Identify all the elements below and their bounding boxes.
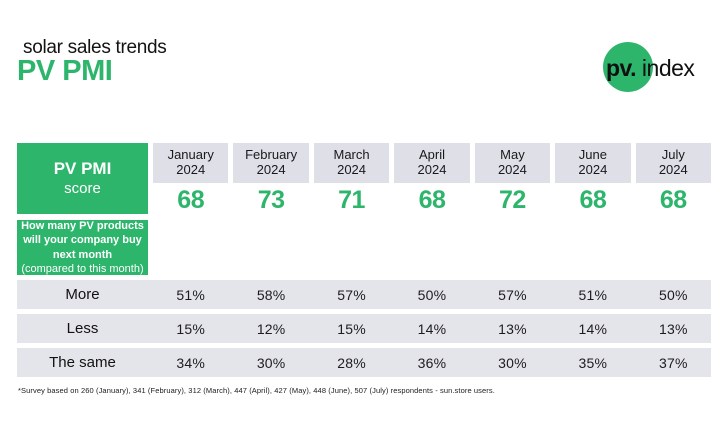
month-header-july: July 2024 xyxy=(635,143,711,183)
month-year: 2024 xyxy=(578,162,608,177)
value-less-july: 13% xyxy=(658,320,688,337)
value-less-april: 14% xyxy=(417,320,447,337)
pmi-score-april: 68 xyxy=(418,185,446,214)
month-year: 2024 xyxy=(417,162,447,177)
value-less-may: 13% xyxy=(498,320,527,337)
value-less-march: 15% xyxy=(337,320,366,337)
month-header-march: March 2024 xyxy=(313,143,390,183)
row-label: The same xyxy=(49,354,116,371)
pmi-score-label-bold: PV PMI xyxy=(53,159,112,179)
month-year: 2024 xyxy=(176,162,206,177)
month-name: July xyxy=(661,147,685,163)
value-less-january: 15% xyxy=(176,320,206,337)
pmi-score-june: 68 xyxy=(579,185,607,214)
value-more-july: 50% xyxy=(658,286,688,303)
pv-index-logo: pv. index xyxy=(603,42,715,92)
value-more-february: 58% xyxy=(256,286,286,303)
table-row-the-same: The same 34% 30% 28% 36% 30% 35% 37% xyxy=(17,348,711,377)
logo-text-bold: pv. xyxy=(606,55,637,81)
month-year: 2024 xyxy=(337,162,367,177)
month-header-february: February 2024 xyxy=(233,143,309,183)
pmi-score-may: 72 xyxy=(499,185,526,214)
value-less-february: 12% xyxy=(256,320,286,337)
month-year: 2024 xyxy=(256,162,286,177)
value-same-march: 28% xyxy=(337,354,366,371)
table-header-section: PV PMI score January 2024 February 2024 … xyxy=(17,143,711,214)
value-same-february: 30% xyxy=(256,354,286,371)
table-row-less: Less 15% 12% 15% 14% 13% 14% 13% xyxy=(17,314,711,343)
month-header-may: May 2024 xyxy=(474,143,551,183)
value-same-july: 37% xyxy=(658,354,688,371)
pmi-score-march: 71 xyxy=(338,185,365,214)
row-label: Less xyxy=(66,320,99,337)
value-more-may: 57% xyxy=(498,286,527,303)
month-header-january: January 2024 xyxy=(153,143,229,183)
value-more-january: 51% xyxy=(176,286,206,303)
survey-footnote: *Survey based on 260 (January), 341 (Feb… xyxy=(18,386,495,395)
month-name: May xyxy=(500,147,525,163)
month-name: March xyxy=(333,147,370,163)
pmi-score-january: 68 xyxy=(177,185,205,214)
page-subtitle: solar sales trends xyxy=(23,37,167,58)
value-more-april: 50% xyxy=(417,286,447,303)
value-less-june: 14% xyxy=(578,320,608,337)
month-name: April xyxy=(418,147,445,163)
value-same-january: 34% xyxy=(176,354,206,371)
value-same-june: 35% xyxy=(578,354,608,371)
logo-text-regular: index xyxy=(636,55,695,81)
month-name: June xyxy=(578,147,607,163)
month-header-june: June 2024 xyxy=(555,143,631,183)
pmi-score-label-box: PV PMI score xyxy=(17,143,148,214)
pmi-table: PV PMI score January 2024 February 2024 … xyxy=(17,143,711,377)
logo-text: pv. index xyxy=(606,55,695,82)
value-same-may: 30% xyxy=(498,354,527,371)
table-row-more: More 51% 58% 57% 50% 57% 51% 50% xyxy=(17,280,711,309)
survey-question-box: How many PV products will your company b… xyxy=(17,220,148,275)
value-more-march: 57% xyxy=(337,286,366,303)
logo-circle-icon xyxy=(603,42,653,92)
pmi-score-label-regular: score xyxy=(64,179,101,197)
value-same-april: 36% xyxy=(417,354,447,371)
row-label: More xyxy=(65,286,100,303)
month-name: February xyxy=(245,147,298,163)
month-year: 2024 xyxy=(497,162,527,177)
pmi-score-february: 73 xyxy=(257,185,285,214)
survey-question-bold: How many PV products will your company b… xyxy=(21,219,144,261)
page-title: PV PMI xyxy=(17,55,113,87)
month-header-april: April 2024 xyxy=(394,143,470,183)
survey-question-note: (compared to this month) xyxy=(21,262,144,275)
value-more-june: 51% xyxy=(578,286,608,303)
pmi-score-july: 68 xyxy=(659,185,687,214)
month-name: January xyxy=(167,147,214,163)
month-year: 2024 xyxy=(658,162,688,177)
